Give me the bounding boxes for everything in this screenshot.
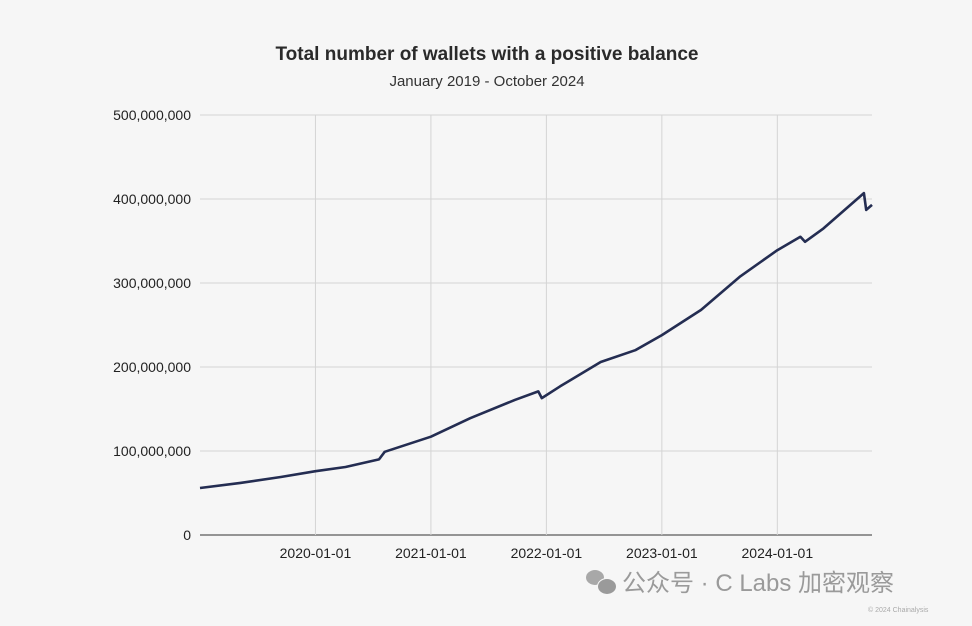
y-tick-label: 200,000,000: [113, 359, 191, 375]
x-tick-label: 2022-01-01: [511, 545, 583, 561]
x-tick-label: 2024-01-01: [742, 545, 814, 561]
y-tick-label: 100,000,000: [113, 443, 191, 459]
x-tick-label: 2020-01-01: [280, 545, 352, 561]
chart-subtitle: January 2019 - October 2024: [389, 73, 585, 90]
series-line: [199, 191, 873, 490]
y-tick-label: 0: [183, 527, 191, 543]
copyright: © 2024 Chainalysis: [868, 607, 929, 614]
y-tick-label: 500,000,000: [113, 107, 191, 123]
y-tick-label: 300,000,000: [113, 275, 191, 291]
chart-title: Total number of wallets with a positive …: [275, 44, 699, 65]
y-tick-label: 400,000,000: [113, 191, 191, 207]
x-tick-label: 2023-01-01: [626, 545, 698, 561]
watermark-text: 公众号 · C Labs 加密观察: [622, 570, 895, 597]
watermark: 公众号 · C Labs 加密观察: [586, 570, 894, 598]
wechat-icon: [586, 570, 617, 595]
x-tick-label: 2021-01-01: [395, 545, 467, 561]
